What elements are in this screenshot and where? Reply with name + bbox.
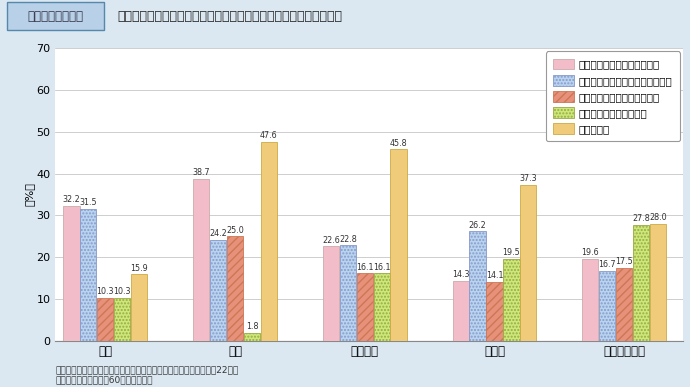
Bar <box>193 179 209 341</box>
Bar <box>453 281 469 341</box>
Bar <box>520 185 536 341</box>
Text: 19.6: 19.6 <box>582 248 599 257</box>
Text: （注）調査対象は、60歳以上の男女: （注）調査対象は、60歳以上の男女 <box>55 375 152 385</box>
Bar <box>486 282 502 341</box>
Text: 24.2: 24.2 <box>209 229 227 238</box>
Text: 14.1: 14.1 <box>486 271 503 280</box>
Text: 1.8: 1.8 <box>246 322 258 331</box>
Text: 10.3: 10.3 <box>97 287 114 296</box>
Text: 22.6: 22.6 <box>322 236 339 245</box>
Text: 47.6: 47.6 <box>260 131 277 140</box>
Bar <box>391 149 406 341</box>
Bar <box>582 259 598 341</box>
Bar <box>97 298 113 341</box>
Text: 資料：内閣府「高齢者の生活と意識に関する国際比較調査」（平成22年）: 資料：内閣府「高齢者の生活と意識に関する国際比較調査」（平成22年） <box>55 365 239 374</box>
Bar <box>357 273 373 341</box>
Bar <box>63 206 79 341</box>
Bar <box>469 231 486 341</box>
Bar <box>633 224 649 341</box>
Bar <box>7 2 104 30</box>
Text: 27.8: 27.8 <box>632 214 650 223</box>
Text: 16.1: 16.1 <box>356 263 373 272</box>
Bar <box>599 271 615 341</box>
Bar <box>131 274 147 341</box>
Text: 32.2: 32.2 <box>63 195 80 204</box>
Text: 15.9: 15.9 <box>130 264 148 272</box>
Text: 25.0: 25.0 <box>226 226 244 235</box>
Text: 37.3: 37.3 <box>520 174 537 183</box>
Text: 31.5: 31.5 <box>79 199 97 207</box>
Text: 45.8: 45.8 <box>390 139 407 148</box>
Legend: 時間的・精神的ゆとりがない, 健康上の理由、体力に自信がない, やりたい活動がみつからない, 他にやりたいことがある, 関心がない: 時間的・精神的ゆとりがない, 健康上の理由、体力に自信がない, やりたい活動がみ… <box>546 51 680 141</box>
Text: 22.8: 22.8 <box>339 235 357 244</box>
Text: 17.5: 17.5 <box>615 257 633 266</box>
Bar <box>323 246 339 341</box>
Text: 19.5: 19.5 <box>502 248 520 257</box>
Bar <box>339 245 356 341</box>
Bar <box>114 298 130 341</box>
Bar <box>227 236 243 341</box>
Bar <box>650 224 666 341</box>
Text: 38.7: 38.7 <box>193 168 210 177</box>
Text: 26.2: 26.2 <box>469 221 486 229</box>
Text: 28.0: 28.0 <box>649 213 667 222</box>
Bar <box>261 142 277 341</box>
Text: 16.7: 16.7 <box>598 260 616 269</box>
Text: ボランティア活動その他の社会活動に参加しない理由（複数回答）: ボランティア活動その他の社会活動に参加しない理由（複数回答） <box>117 10 342 23</box>
Bar <box>616 267 632 341</box>
Bar <box>80 209 97 341</box>
Text: 14.3: 14.3 <box>452 270 469 279</box>
Y-axis label: （%）: （%） <box>25 183 34 206</box>
Bar <box>210 240 226 341</box>
Text: 10.3: 10.3 <box>113 287 131 296</box>
Bar <box>244 333 260 341</box>
Text: 16.1: 16.1 <box>373 263 391 272</box>
Bar <box>503 259 520 341</box>
Text: 図１－２－５－８: 図１－２－５－８ <box>27 10 83 23</box>
Bar <box>373 273 390 341</box>
